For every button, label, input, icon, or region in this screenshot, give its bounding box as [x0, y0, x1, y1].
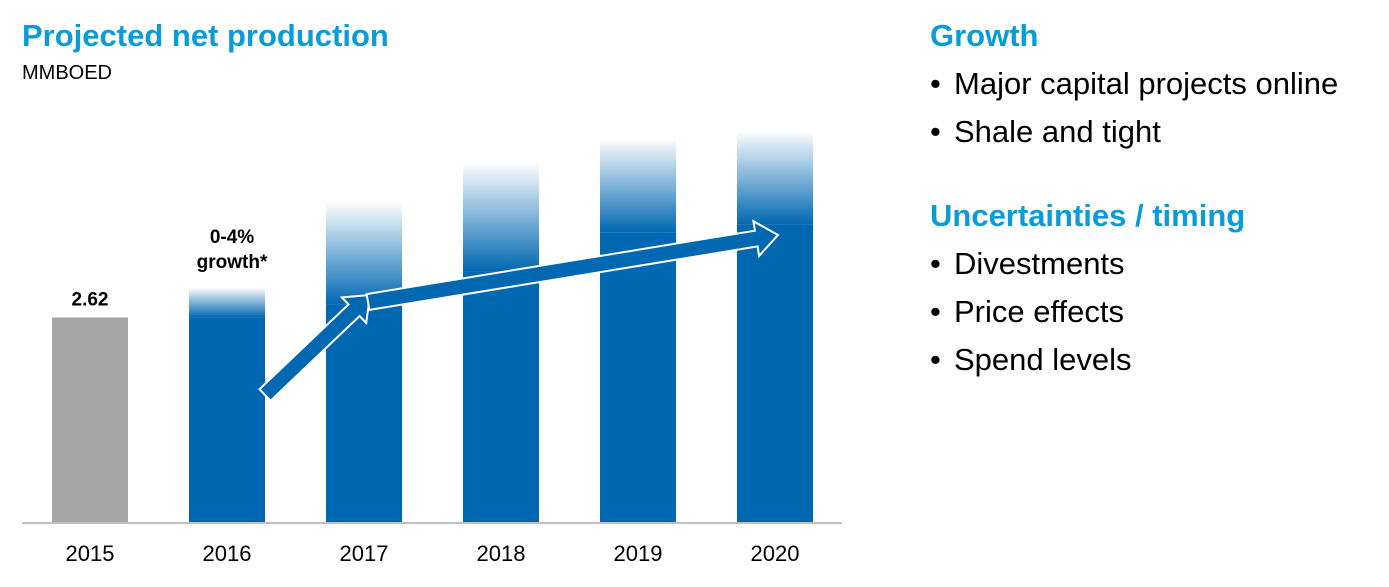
uncertainty-item: • Spend levels [930, 336, 1380, 384]
bar-range-fade [326, 201, 402, 305]
uncertainty-item: • Divestments [930, 240, 1380, 288]
bar-projected [326, 304, 402, 523]
uncertainty-item-text: Price effects [954, 294, 1125, 329]
bar-actual [52, 317, 128, 523]
production-bar-chart: 2015 2.62 2016 2017 2018 2019 2020 0-4% growth* [22, 130, 842, 566]
x-tick-label: 2016 [203, 541, 252, 566]
bullet-icon: • [930, 294, 941, 329]
x-tick-label: 2019 [614, 541, 663, 566]
bar-projected [463, 271, 539, 523]
x-tick-label: 2017 [340, 541, 389, 566]
growth-item: • Shale and tight [930, 108, 1380, 156]
data-label: 2.62 [72, 289, 109, 310]
bullet-icon: • [930, 342, 941, 377]
x-tick-label: 2015 [66, 541, 115, 566]
uncertainty-item-text: Spend levels [954, 342, 1132, 377]
growth-item-text: Shale and tight [954, 114, 1161, 149]
bullet-icon: • [930, 114, 941, 149]
growth-list: • Major capital projects online • Shale an… [930, 60, 1380, 156]
uncertainties-list: • Divestments • Price effects • Spend level… [930, 240, 1380, 384]
chart-title: Projected net production [22, 18, 389, 53]
growth-arrow-short [258, 293, 372, 403]
growth-heading: Growth [930, 18, 1039, 53]
growth-item-text: Major capital projects online [954, 66, 1339, 101]
bar-range-fade [463, 162, 539, 272]
uncertainties-section: Uncertainties / timing • Divestments • Pri… [930, 198, 1380, 384]
bar-projected [600, 232, 676, 523]
bar-range-fade [189, 287, 265, 318]
growth-arrow-long [365, 219, 780, 312]
bar-range-fade [600, 138, 676, 233]
growth-item: • Major capital projects online [930, 60, 1380, 108]
bullet-icon: • [930, 66, 941, 101]
growth-annotation: growth* [197, 252, 268, 273]
bar-projected [189, 317, 265, 523]
bar-projected [737, 224, 813, 523]
growth-annotation: 0-4% [210, 227, 254, 248]
x-tick-label: 2020 [751, 541, 800, 566]
uncertainty-item: • Price effects [930, 288, 1380, 336]
growth-section: Growth • Major capital projects online • S… [930, 18, 1380, 156]
chart-unit-label: MMBOED [22, 62, 112, 84]
right-panel: Growth • Major capital projects online • S… [930, 18, 1380, 384]
bar-range-fade [737, 130, 813, 225]
bullet-icon: • [930, 246, 941, 281]
uncertainty-item-text: Divestments [954, 246, 1125, 281]
uncertainties-heading: Uncertainties / timing [930, 198, 1246, 233]
x-tick-label: 2018 [477, 541, 526, 566]
